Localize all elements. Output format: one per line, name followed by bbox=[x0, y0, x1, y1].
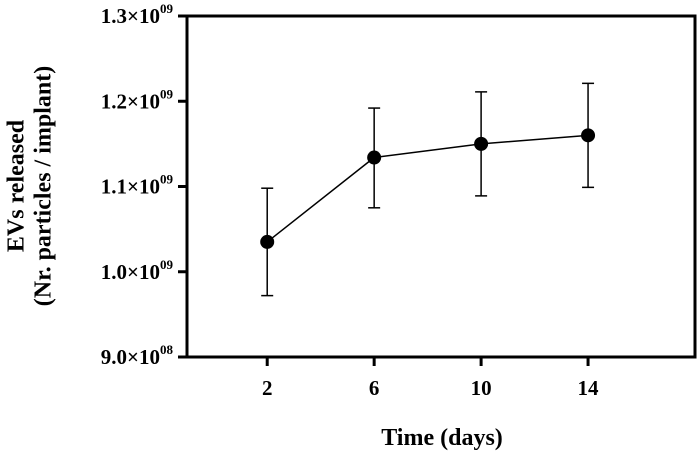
y-tick-label: 1.3×1009 bbox=[101, 1, 174, 28]
y-tick-exponent: 09 bbox=[160, 172, 174, 187]
x-tick-label: 2 bbox=[262, 376, 273, 400]
y-tick-mantissa: 1.0×10 bbox=[101, 260, 160, 284]
y-tick-label: 1.1×1009 bbox=[101, 172, 174, 199]
data-point bbox=[474, 136, 489, 151]
y-axis-label-line-2: (Nr. particles / implant) bbox=[31, 66, 57, 306]
series-line-group bbox=[266, 134, 589, 243]
data-points bbox=[260, 128, 596, 249]
data-point bbox=[260, 234, 275, 249]
data-point bbox=[581, 128, 596, 143]
plot-frame-group bbox=[185, 14, 697, 359]
y-axis-label: EVs released (Nr. particles / implant) bbox=[4, 66, 57, 306]
y-tick-mantissa: 1.2×10 bbox=[101, 89, 160, 113]
y-tick-label: 9.0×1008 bbox=[101, 342, 174, 369]
y-tick-mantissa: 9.0×10 bbox=[101, 345, 160, 369]
y-tick-exponent: 09 bbox=[160, 1, 174, 16]
x-axis-label: Time (days) bbox=[381, 425, 503, 451]
y-tick-label: 1.2×1009 bbox=[101, 86, 174, 113]
y-tick-exponent: 09 bbox=[160, 86, 174, 101]
y-tick-mantissa: 1.1×10 bbox=[101, 175, 160, 199]
y-tick-mantissa: 1.3×10 bbox=[101, 4, 160, 28]
x-tick-label: 6 bbox=[369, 376, 380, 400]
y-tick-exponent: 09 bbox=[160, 257, 174, 272]
error-bars bbox=[261, 82, 595, 297]
y-axis-label-line-1: EVs released bbox=[4, 119, 30, 252]
y-tick-exponent: 08 bbox=[160, 342, 174, 357]
plot-frame bbox=[185, 14, 697, 359]
x-tick-label: 14 bbox=[578, 376, 600, 400]
x-axis-ticks: 2 6 10 14 bbox=[262, 357, 599, 400]
x-tick-label: 10 bbox=[471, 376, 492, 400]
series-line bbox=[266, 134, 589, 243]
y-tick-label: 1.0×1009 bbox=[101, 257, 174, 284]
data-point bbox=[367, 150, 382, 165]
